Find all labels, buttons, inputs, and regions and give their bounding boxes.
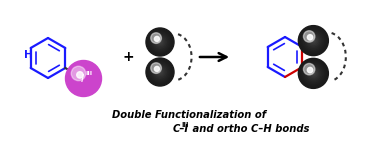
Circle shape xyxy=(156,38,164,46)
Circle shape xyxy=(312,39,315,42)
Circle shape xyxy=(303,63,324,84)
Circle shape xyxy=(152,64,169,80)
Text: $\mathit{I}$: $\mathit{I}$ xyxy=(80,72,85,84)
Circle shape xyxy=(306,33,321,48)
Circle shape xyxy=(157,69,163,75)
Circle shape xyxy=(301,61,325,85)
Circle shape xyxy=(310,38,316,44)
Circle shape xyxy=(154,66,166,78)
Circle shape xyxy=(154,36,166,48)
Circle shape xyxy=(151,33,161,43)
Circle shape xyxy=(298,58,328,88)
Circle shape xyxy=(151,63,161,73)
Circle shape xyxy=(153,35,167,49)
Circle shape xyxy=(312,72,315,75)
Circle shape xyxy=(150,62,170,82)
Circle shape xyxy=(309,36,318,45)
Text: H: H xyxy=(24,50,33,60)
Circle shape xyxy=(307,67,319,79)
Circle shape xyxy=(153,65,167,79)
Circle shape xyxy=(307,35,319,47)
Text: C–I: C–I xyxy=(173,124,189,134)
Circle shape xyxy=(146,28,174,56)
Circle shape xyxy=(146,28,174,56)
Circle shape xyxy=(149,31,171,53)
Circle shape xyxy=(307,35,313,40)
Circle shape xyxy=(152,34,169,50)
Text: III: III xyxy=(85,71,92,76)
Circle shape xyxy=(154,36,160,41)
Circle shape xyxy=(147,59,173,85)
Circle shape xyxy=(298,26,328,56)
Circle shape xyxy=(304,32,322,50)
Circle shape xyxy=(154,66,160,71)
Circle shape xyxy=(146,58,174,86)
Circle shape xyxy=(147,29,173,55)
Circle shape xyxy=(304,63,315,75)
Circle shape xyxy=(304,31,315,42)
Circle shape xyxy=(71,66,86,81)
Circle shape xyxy=(77,72,83,78)
Text: III: III xyxy=(181,122,189,128)
Circle shape xyxy=(159,41,161,43)
Circle shape xyxy=(301,29,325,53)
Text: +: + xyxy=(122,50,134,64)
Circle shape xyxy=(303,30,324,51)
Circle shape xyxy=(156,68,164,76)
Circle shape xyxy=(65,60,102,96)
Circle shape xyxy=(307,67,313,73)
Circle shape xyxy=(150,32,170,52)
Circle shape xyxy=(157,39,163,45)
Circle shape xyxy=(298,26,328,56)
Circle shape xyxy=(300,27,327,54)
Circle shape xyxy=(298,58,328,88)
Circle shape xyxy=(309,69,318,78)
Text: Double Functionalization of: Double Functionalization of xyxy=(112,110,266,120)
Circle shape xyxy=(310,70,316,76)
Circle shape xyxy=(159,71,161,73)
Circle shape xyxy=(300,60,327,87)
Circle shape xyxy=(149,61,171,83)
Circle shape xyxy=(306,66,321,81)
Circle shape xyxy=(304,64,322,82)
FancyArrowPatch shape xyxy=(200,53,226,61)
Text: and ortho C–H bonds: and ortho C–H bonds xyxy=(189,124,310,134)
Circle shape xyxy=(146,58,174,86)
